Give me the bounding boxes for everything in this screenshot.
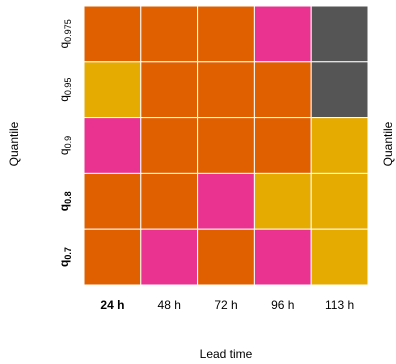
- heatmap-cell: [310, 5, 369, 63]
- y-tick-label: q0.975: [57, 19, 73, 48]
- y-tick-label: q0.9: [57, 136, 73, 155]
- heatmap-cell: [140, 61, 199, 119]
- heatmap-cell: [140, 5, 199, 63]
- y-tick-label-base: q: [57, 95, 71, 102]
- heatmap-cell: [83, 172, 142, 230]
- heatmap-cell: [253, 61, 312, 119]
- heatmap-cell: [310, 172, 369, 230]
- y-axis-label-left: Quantile: [7, 121, 21, 166]
- heatmap-cell: [197, 172, 255, 230]
- heatmap-cell: [310, 117, 369, 174]
- x-tick-labels: 24 h 48 h 72 h 96 h 113 h: [100, 298, 354, 312]
- y-tick-label: q0.7: [57, 247, 73, 267]
- y-tick-label: q0.95: [57, 78, 73, 102]
- heatmap-cell: [253, 117, 312, 174]
- heatmap-cell: [83, 61, 142, 119]
- heatmap-cell: [253, 228, 312, 286]
- heatmap-cell: [310, 228, 369, 286]
- y-tick-label-base: q: [57, 204, 71, 211]
- y-tick-label-base: q: [57, 260, 71, 267]
- heatmap-cell: [253, 172, 312, 230]
- y-tick-label-subscript: 0.8: [63, 191, 73, 204]
- x-axis-label: Lead time: [200, 347, 253, 361]
- y-tick-label-subscript: 0.9: [63, 136, 73, 149]
- heatmap-cell: [310, 61, 369, 119]
- heatmap-cell: [140, 172, 199, 230]
- heatmap-cell: [140, 228, 199, 286]
- heatmap-cell: [197, 61, 255, 119]
- y-axis-label-right: Quantile: [381, 121, 395, 166]
- heatmap-cell: [83, 5, 142, 63]
- x-tick-label: 72 h: [214, 298, 237, 312]
- heatmap-cell: [83, 228, 142, 286]
- heatmap-cell: [140, 117, 199, 174]
- x-tick-label: 113 h: [325, 298, 354, 312]
- heatmap-cell: [197, 5, 255, 63]
- heatmap-cell: [197, 228, 255, 286]
- x-tick-label: 96 h: [271, 298, 294, 312]
- y-tick-label-subscript: 0.95: [63, 78, 73, 96]
- x-tick-label: 48 h: [158, 298, 181, 312]
- heatmap-cell: [253, 5, 312, 63]
- y-tick-label: q0.8: [57, 191, 73, 211]
- heatmap-cell: [197, 117, 255, 174]
- heatmap-cell: [83, 117, 142, 174]
- x-tick-label: 24 h: [100, 298, 124, 312]
- y-tick-label-base: q: [57, 148, 71, 155]
- heatmap-cells: [83, 5, 369, 286]
- y-tick-label-subscript: 0.7: [63, 247, 73, 260]
- y-tick-label-subscript: 0.975: [63, 19, 73, 42]
- y-tick-label-base: q: [57, 42, 71, 49]
